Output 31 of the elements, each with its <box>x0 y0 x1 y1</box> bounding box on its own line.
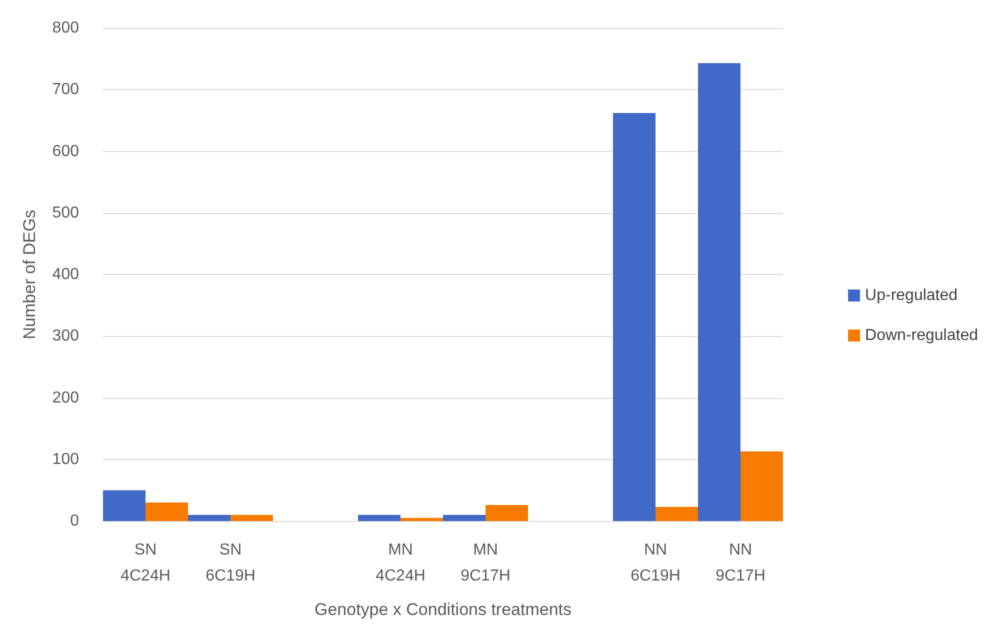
x-tick-label: NN 6C19H <box>630 542 680 584</box>
y-tick-label: 600 <box>52 142 80 160</box>
bar <box>613 113 656 521</box>
bar <box>230 514 273 521</box>
y-axis-title: Number of DEGs <box>20 210 39 340</box>
y-tick-label: 500 <box>52 204 80 222</box>
y-tick-label: 100 <box>52 450 80 468</box>
y-tick-label: 700 <box>52 81 80 98</box>
bar <box>358 514 400 521</box>
bar <box>103 490 146 521</box>
x-tick-label: SN 4C24H <box>120 542 170 584</box>
y-tick-label: 400 <box>52 266 80 283</box>
bar <box>146 502 188 521</box>
y-tick-label: 200 <box>52 389 80 406</box>
bar <box>188 514 230 521</box>
y-tick-label: 800 <box>52 20 80 36</box>
x-tick-label: MN 4C24H <box>376 542 426 584</box>
bar <box>698 63 740 521</box>
bar <box>400 518 443 521</box>
bar <box>656 506 698 521</box>
bar <box>740 451 783 521</box>
y-tick-label: 300 <box>52 328 80 345</box>
x-tick-label: NN 9C17H <box>716 542 766 584</box>
x-tick-label: SN 6C19H <box>206 542 256 584</box>
legend-label: Up-regulated <box>865 287 958 304</box>
legend-label: Down-regulated <box>865 327 978 344</box>
y-tick-label: 0 <box>70 512 80 530</box>
bar <box>486 504 528 521</box>
x-tick-label: MN 9C17H <box>460 542 510 584</box>
x-axis-title: Genotype x Conditions treatments <box>314 600 572 619</box>
bar <box>443 514 486 521</box>
